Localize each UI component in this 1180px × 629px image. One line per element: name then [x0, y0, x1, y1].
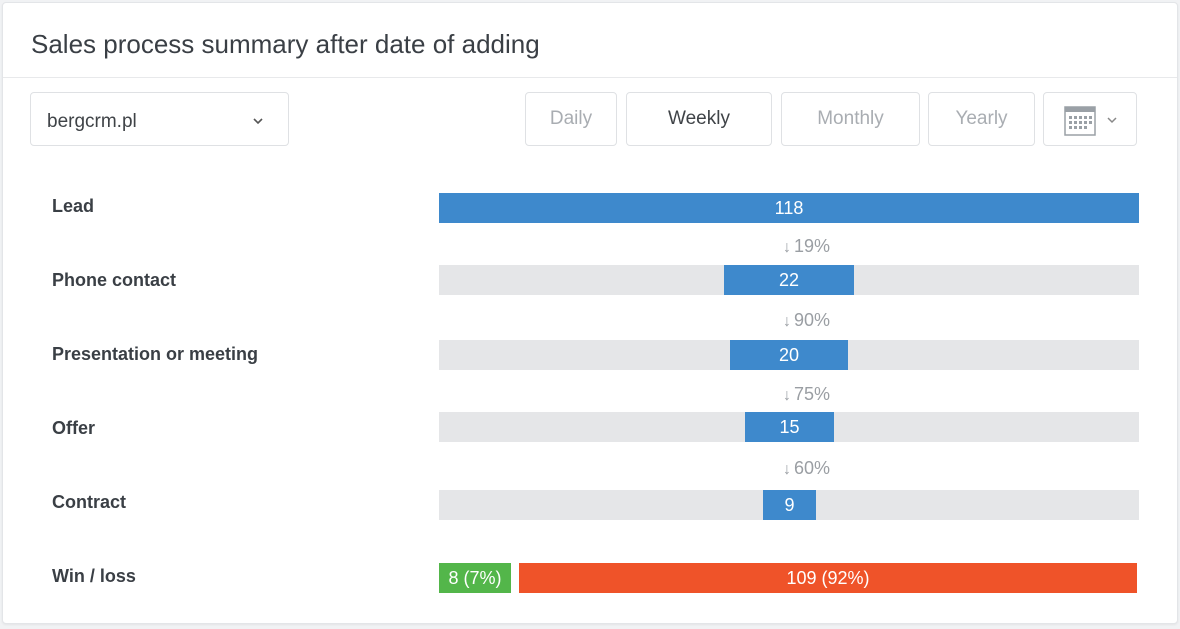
- stage-label-offer: Offer: [52, 418, 96, 438]
- stage-bar-offer: 15: [745, 412, 834, 442]
- stage-track-contract: 9: [439, 490, 1139, 520]
- arrow-down-icon: ↓: [783, 461, 791, 478]
- stage-label-presentation: Presentation or meeting: [52, 344, 259, 364]
- loss-bar: 109 (92%): [519, 563, 1137, 593]
- win-bar: 8 (7%): [439, 563, 511, 593]
- period-weekly-button[interactable]: Weekly: [626, 92, 772, 146]
- arrow-down-icon: ↓: [783, 313, 791, 330]
- conversion-rate-1: ↓ 19%: [783, 236, 830, 257]
- stage-bar-presentation: 20: [730, 340, 848, 370]
- conversion-value: 60%: [794, 458, 831, 478]
- chevron-down-icon: [1107, 117, 1117, 124]
- conversion-rate-4: ↓ 60%: [783, 458, 830, 479]
- period-daily-button[interactable]: Daily: [525, 92, 617, 146]
- stage-label-phone-contact: Phone contact: [52, 270, 177, 290]
- conversion-value: 19%: [794, 236, 831, 256]
- arrow-down-icon: ↓: [783, 239, 791, 256]
- chevron-down-icon: [253, 118, 263, 125]
- stage-track-offer: 15: [439, 412, 1139, 442]
- winloss-label: Win / loss: [52, 566, 136, 586]
- site-select[interactable]: bergcrm.pl: [30, 92, 289, 146]
- date-range-button[interactable]: [1043, 92, 1137, 146]
- card-title: Sales process summary after date of addi…: [31, 29, 540, 59]
- period-yearly-button[interactable]: Yearly: [928, 92, 1035, 146]
- stage-bar-phone-contact: 22: [724, 265, 854, 295]
- conversion-value: 75%: [794, 384, 831, 404]
- period-monthly-button[interactable]: Monthly: [781, 92, 920, 146]
- stage-bar-lead: 118: [439, 193, 1139, 223]
- conversion-rate-3: ↓ 75%: [783, 384, 830, 405]
- stage-track-presentation: 20: [439, 340, 1139, 370]
- stage-bar-contract: 9: [763, 490, 816, 520]
- stage-track-phone-contact: 22: [439, 265, 1139, 295]
- header-divider: [3, 77, 1177, 78]
- stage-track-lead: 118: [439, 193, 1139, 223]
- site-select-value: bergcrm.pl: [47, 111, 137, 132]
- conversion-value: 90%: [794, 310, 831, 330]
- calendar-icon: [1064, 106, 1096, 136]
- stage-label-contract: Contract: [52, 492, 127, 512]
- conversion-rate-2: ↓ 90%: [783, 310, 830, 331]
- stage-label-lead: Lead: [52, 196, 95, 216]
- arrow-down-icon: ↓: [783, 387, 791, 404]
